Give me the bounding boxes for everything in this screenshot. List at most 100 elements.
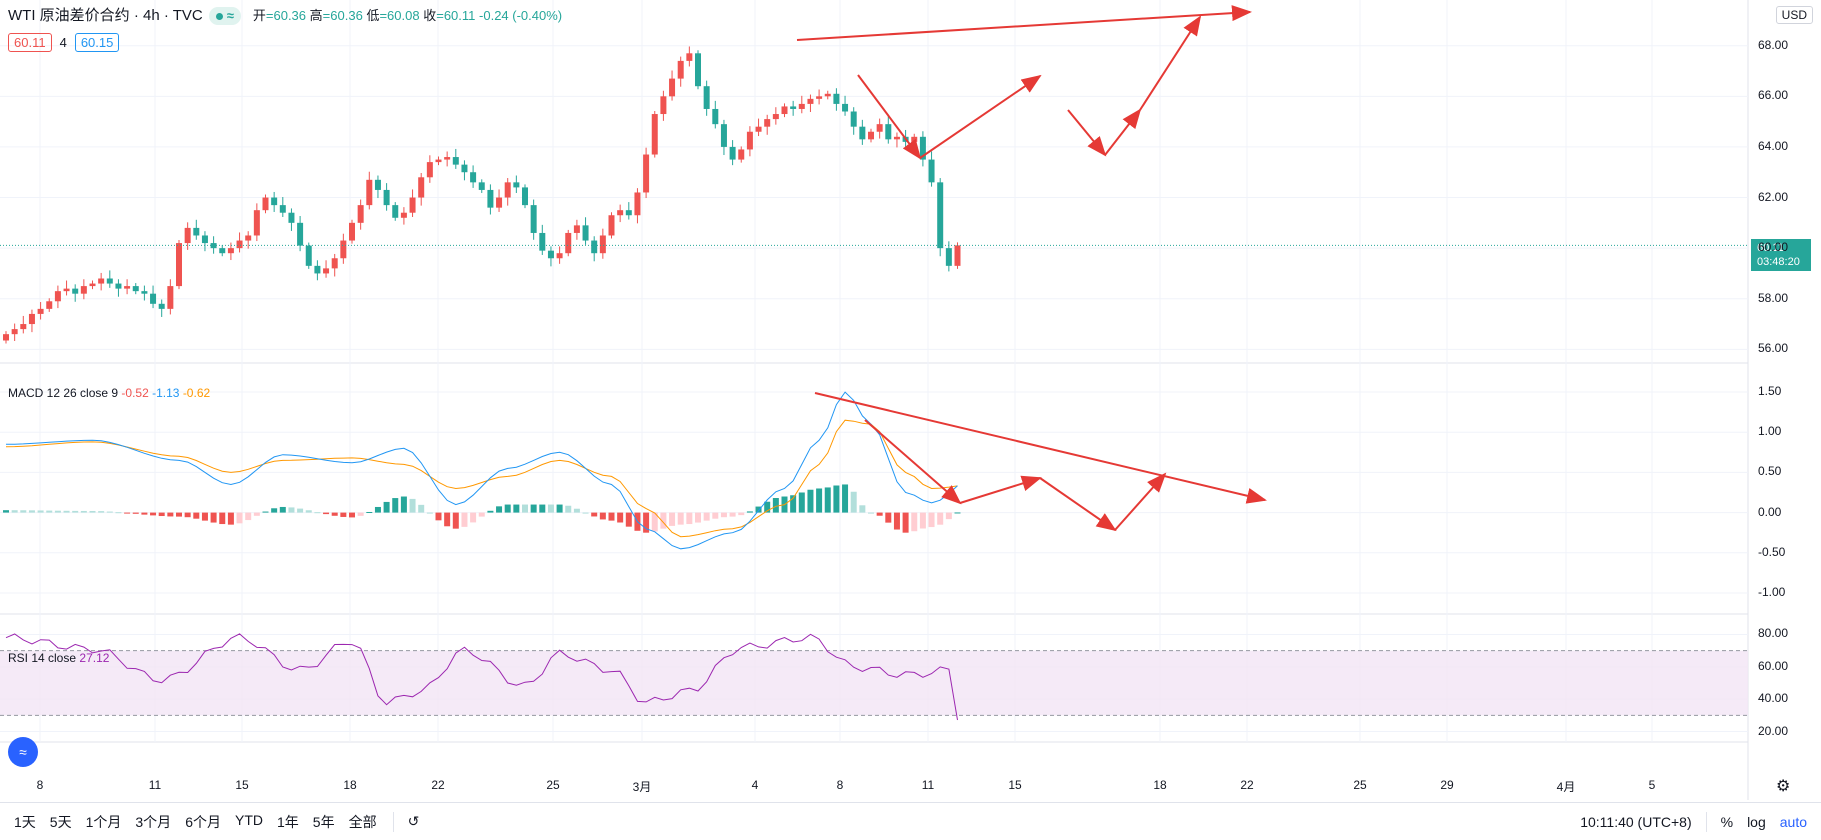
time-axis-label: 3月 (632, 780, 652, 794)
candle-body (262, 197, 269, 211)
time-axis-label: 22 (1240, 778, 1254, 792)
macd-axis-label: 1.50 (1758, 384, 1782, 399)
currency-button[interactable]: USD (1775, 6, 1813, 24)
timeframe-button[interactable]: 3个月 (135, 813, 172, 830)
candle-body (193, 227, 200, 236)
candle-body (279, 205, 286, 213)
timeframe-button[interactable]: 5天 (49, 813, 72, 830)
rsi-legend[interactable]: RSI 14 close 27.12 (8, 651, 109, 665)
candle-body (573, 225, 580, 233)
symbol-header: WTI 原油差价合约 · 4h · TVC ≈ 开=60.36 高=60.36 … (8, 6, 562, 26)
rsi-axis-label: 20.00 (1758, 723, 1789, 738)
candle-body (772, 114, 779, 120)
log-toggle[interactable]: log (1747, 813, 1766, 830)
macd-histogram-bar (937, 512, 944, 525)
candle-body (660, 96, 667, 115)
candle-body (738, 149, 745, 160)
macd-histogram-bar (651, 512, 658, 532)
macd-histogram-bar (253, 512, 260, 516)
candle-body (720, 124, 727, 147)
macd-histogram-bar (859, 505, 866, 513)
macd-axis-label: -0.50 (1758, 544, 1786, 559)
macd-histogram-bar (374, 506, 381, 513)
macd-hist-value: -0.52 (121, 386, 149, 400)
macd-histogram-bar (625, 512, 632, 527)
macd-histogram-bar (703, 512, 710, 521)
auto-toggle[interactable]: auto (1779, 813, 1807, 830)
candle-body (418, 177, 425, 198)
candle-body (833, 93, 840, 104)
candle-body (349, 222, 355, 241)
macd-histogram-bar (435, 512, 442, 521)
macd-histogram-bar (158, 512, 165, 517)
tradingview-logo-icon[interactable]: ≈ (8, 737, 38, 767)
macd-histogram-bar (426, 512, 433, 514)
high-label: 高 (309, 8, 323, 23)
timeframe-button[interactable]: 6个月 (185, 813, 221, 830)
macd-line-value: -1.13 (152, 386, 180, 400)
macd-legend[interactable]: MACD 12 26 close 9 -0.52 -1.13 -0.62 (8, 386, 210, 400)
percent-toggle[interactable]: % (1720, 813, 1734, 830)
macd-histogram-bar (928, 512, 935, 528)
candle-body (141, 291, 148, 294)
last-price: 60.11 (1757, 242, 1784, 254)
candle-body (150, 293, 157, 304)
time-axis-label: 11 (148, 778, 162, 792)
candle-body (201, 235, 208, 244)
time-axis-label: 5 (1648, 778, 1656, 792)
clock-readout[interactable]: 10:11:40 (UTC+8) (1580, 813, 1692, 830)
timeframe-button[interactable]: 5年 (312, 813, 335, 830)
macd-histogram-bar (885, 512, 892, 523)
rsi-value: 27.12 (79, 651, 110, 665)
rsi-legend-label: RSI 14 close (8, 651, 77, 665)
macd-histogram-bar (772, 498, 779, 513)
time-axis-label: 18 (1153, 778, 1167, 792)
candle-body (911, 136, 918, 142)
chart-canvas[interactable] (0, 0, 1821, 800)
macd-histogram-bar (746, 511, 753, 513)
macd-histogram-bar (729, 512, 736, 517)
candle-body (374, 179, 381, 190)
macd-histogram-bar (72, 510, 79, 513)
last-price-tag: 60.11 03:48:20 (1751, 239, 1811, 271)
time-axis-label: 8 (836, 778, 844, 792)
time-axis-label: 4月 (1556, 780, 1576, 794)
macd-histogram-bar (288, 507, 295, 513)
macd-histogram-bar (444, 512, 451, 527)
rsi-axis-label: 60.00 (1758, 658, 1789, 673)
macd-histogram-bar (46, 510, 53, 513)
timeframe-button[interactable]: YTD (234, 811, 263, 828)
candle-body (755, 126, 762, 132)
candle-body (46, 301, 53, 309)
price-axis-label: 68.00 (1758, 37, 1789, 52)
annotation-arrow (814, 392, 1267, 504)
macd-histogram-bar (504, 504, 511, 513)
calendar-goto-icon[interactable]: ↺ (407, 813, 420, 829)
time-axis-label: 15 (235, 778, 249, 792)
timeframe-button[interactable]: 全部 (348, 813, 377, 830)
macd-histogram-bar (695, 512, 701, 523)
timeframe-button[interactable]: 1年 (276, 813, 299, 830)
candle-body (496, 197, 503, 208)
macd-histogram-bar (279, 506, 286, 513)
change-value: -0.24 (-0.40%) (479, 8, 563, 23)
timeframe-button[interactable]: 1天 (14, 813, 36, 830)
macd-histogram-bar (305, 510, 312, 513)
candle-body (876, 124, 883, 132)
settings-gear-icon[interactable]: ⚙ (1776, 778, 1791, 795)
time-axis-label: 25 (546, 778, 560, 792)
candle-body (651, 114, 658, 155)
market-status-badge[interactable]: ≈ (208, 7, 241, 25)
candle-body (669, 78, 676, 97)
macd-histogram-bar (193, 512, 200, 519)
buy-price-button[interactable]: 60.15 (74, 33, 120, 52)
candle-body (608, 215, 615, 236)
macd-histogram-bar (210, 512, 217, 523)
symbol-title[interactable]: WTI 原油差价合约 · 4h · TVC (8, 7, 203, 24)
candle-body (409, 197, 416, 213)
macd-histogram-bar (28, 510, 35, 513)
candle-body (11, 329, 18, 335)
sell-price-button[interactable]: 60.11 (8, 33, 52, 52)
candle-body (617, 210, 624, 216)
timeframe-button[interactable]: 1个月 (85, 813, 122, 830)
